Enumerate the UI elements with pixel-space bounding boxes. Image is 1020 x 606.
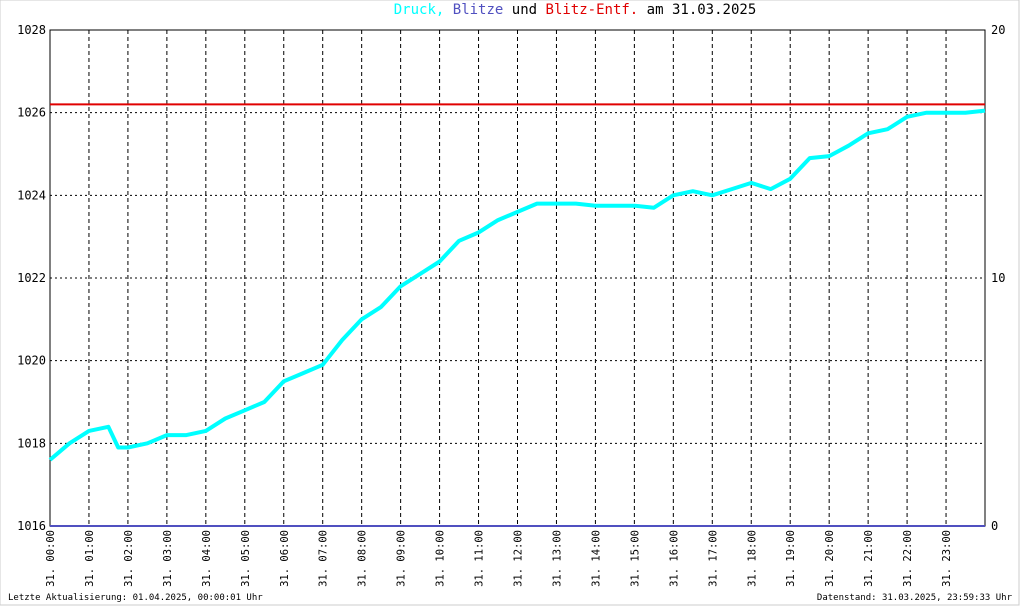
- x-tick-label: 31. 06:00: [279, 530, 291, 587]
- x-tick-label: 31. 16:00: [668, 530, 680, 587]
- legend-entry: Blitz-Entf.: [546, 2, 639, 18]
- y2-tick-label: 0: [991, 519, 998, 533]
- footer-right: Datenstand: 31.03.2025, 23:59:33 Uhr: [817, 593, 1013, 603]
- x-tick-label: 31. 14:00: [590, 530, 602, 587]
- x-tick-label: 31. 17:00: [707, 530, 719, 587]
- y-tick-label: 1024: [17, 188, 46, 202]
- x-tick-label: 31. 03:00: [162, 530, 174, 587]
- footer-left: Letzte Aktualisierung: 01.04.2025, 00:00…: [8, 593, 263, 603]
- x-tick-label: 31. 09:00: [396, 530, 408, 587]
- x-tick-label: 31. 23:00: [941, 530, 953, 587]
- y2-tick-label: 10: [991, 271, 1005, 285]
- chart-title: Druck, Blitze und Blitz-Entf. am 31.03.2…: [394, 2, 757, 18]
- y2-tick-label: 20: [991, 23, 1005, 37]
- y-tick-label: 1018: [17, 436, 46, 450]
- x-tick-label: 31. 22:00: [902, 530, 914, 587]
- x-tick-label: 31. 02:00: [123, 530, 135, 587]
- y-tick-label: 1028: [17, 23, 46, 37]
- x-tick-label: 31. 05:00: [240, 530, 252, 587]
- x-tick-label: 31. 00:00: [45, 530, 57, 587]
- title-word: und: [512, 2, 537, 18]
- y-tick-label: 1026: [17, 106, 46, 120]
- y-tick-label: 1020: [17, 354, 46, 368]
- x-tick-label: 31. 15:00: [629, 530, 641, 587]
- y-tick-label: 1022: [17, 271, 46, 285]
- x-tick-label: 31. 18:00: [746, 530, 758, 587]
- x-tick-label: 31. 01:00: [84, 530, 96, 587]
- x-tick-label: 31. 10:00: [435, 530, 447, 587]
- x-tick-label: 31. 20:00: [824, 530, 836, 587]
- x-tick-label: 31. 11:00: [474, 530, 486, 587]
- y-tick-label: 1016: [17, 519, 46, 533]
- title-date: am 31.03.2025: [647, 2, 757, 18]
- series-line: [48, 108, 986, 462]
- x-tick-label: 31. 12:00: [513, 530, 525, 587]
- x-tick-label: 31. 08:00: [357, 530, 369, 587]
- x-tick-label: 31. 19:00: [785, 530, 797, 587]
- legend-entry: Blitze: [453, 2, 504, 18]
- x-tick-label: 31. 21:00: [863, 530, 875, 587]
- x-tick-label: 31. 13:00: [551, 530, 563, 587]
- x-tick-label: 31. 07:00: [318, 530, 330, 587]
- x-tick-label: 31. 04:00: [201, 530, 213, 587]
- legend-entry: Druck,: [394, 2, 445, 18]
